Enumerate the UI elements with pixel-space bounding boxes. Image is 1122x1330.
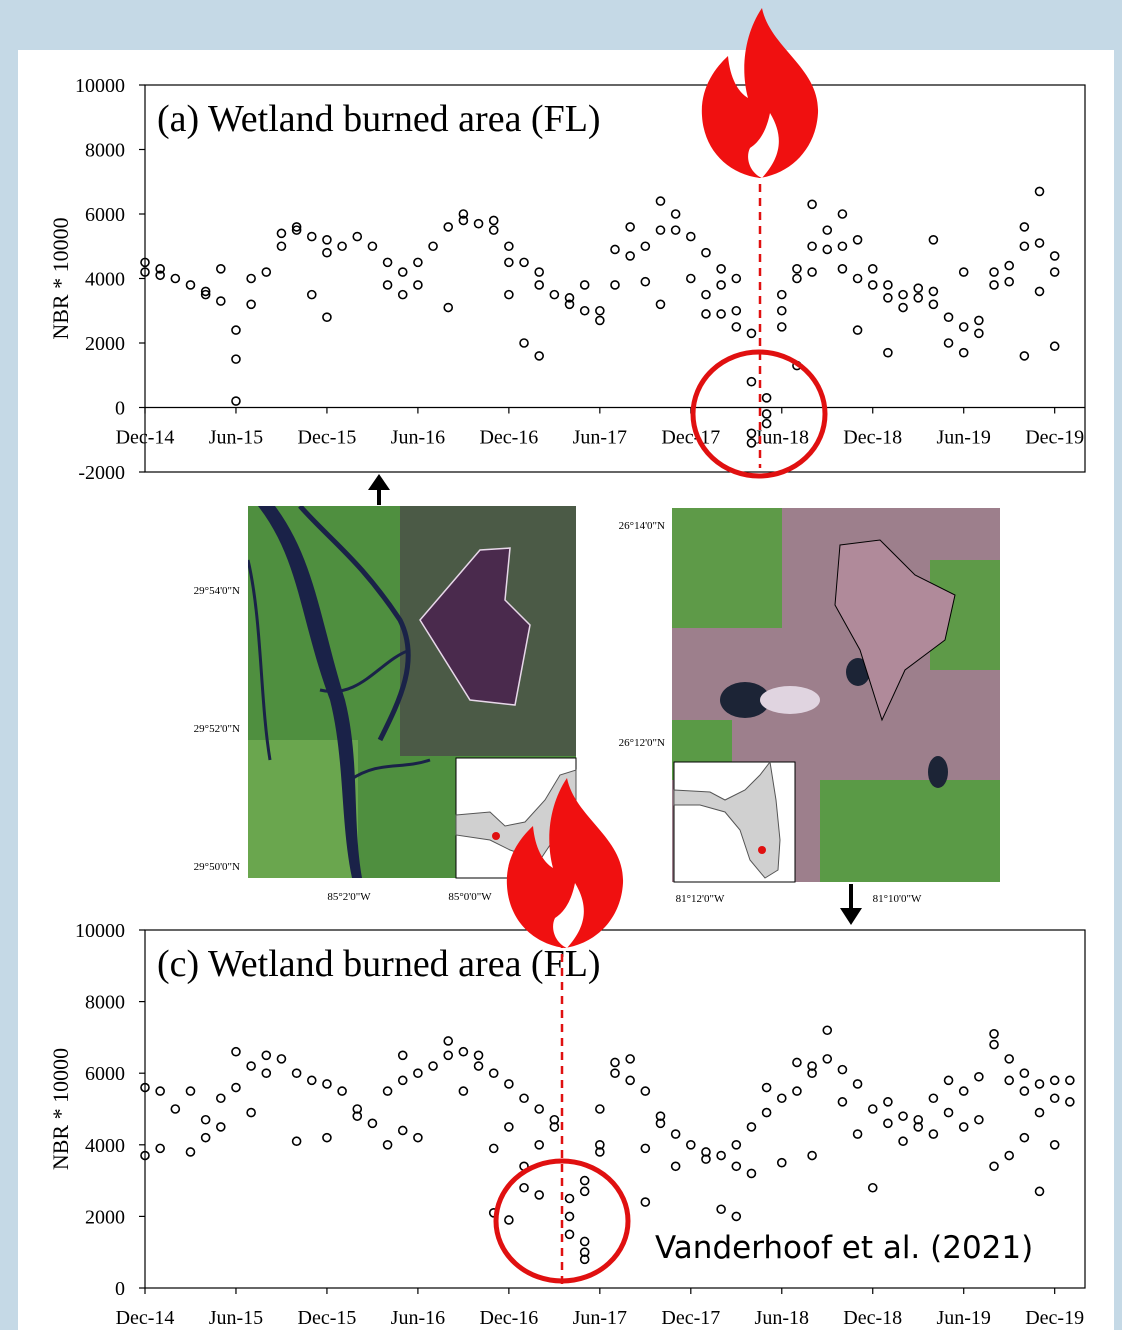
x-tick-label: Jun-19 [936,1307,990,1329]
lat-label: 26°12'0"N [619,737,665,749]
figure: 29°54'0"N 29°52'0"N 29°50'0"N 85°2'0"W 8… [0,0,1122,1330]
y-tick-label: 8000 [85,140,125,162]
lat-label: 29°52'0"N [194,723,240,735]
chart-title: (c) Wetland burned area (FL) [157,943,601,985]
x-tick-label: Jun-16 [391,1307,445,1329]
x-tick-label: Jun-15 [209,427,263,449]
y-tick-label: 8000 [85,992,125,1014]
credit: Vanderhoof et al. (2021) [655,1230,1033,1266]
y-tick-label: 0 [115,1278,125,1300]
lon-label: 85°0'0"W [448,891,492,903]
x-tick-label: Dec-18 [843,1307,902,1329]
x-tick-label: Jun-18 [755,1307,809,1329]
x-tick-label: Dec-18 [843,427,902,449]
x-tick-label: Jun-16 [391,427,445,449]
x-tick-label: Jun-19 [936,427,990,449]
x-tick-label: Jun-17 [573,427,627,449]
lon-label: 81°12'0"W [676,893,725,905]
y-axis-label: NBR * 10000 [48,1048,73,1170]
x-tick-label: Dec-16 [479,427,538,449]
lon-label: 81°10'0"W [873,893,922,905]
x-tick-label: Dec-16 [479,1307,538,1329]
x-tick-label: Dec-17 [661,427,720,449]
lon-label: 85°2'0"W [327,891,371,903]
y-tick-label: 0 [115,398,125,420]
x-tick-label: Dec-14 [116,1307,175,1329]
lat-label: 29°54'0"N [194,585,240,597]
y-tick-label: 6000 [85,1063,125,1085]
x-tick-label: Dec-17 [661,1307,720,1329]
y-axis-label: NBR * 10000 [48,217,73,339]
x-tick-label: Jun-15 [209,1307,263,1329]
x-tick-label: Dec-14 [116,427,175,449]
y-tick-label: 10000 [75,75,125,97]
x-tick-label: Dec-15 [298,1307,357,1329]
x-tick-label: Dec-19 [1025,427,1084,449]
lat-label: 29°50'0"N [194,861,240,873]
x-tick-label: Jun-17 [573,1307,627,1329]
y-tick-label: 10000 [75,920,125,942]
x-tick-label: Jun-18 [755,427,809,449]
left-map [248,506,576,878]
x-tick-label: Dec-19 [1025,1307,1084,1329]
y-tick-label: 4000 [85,269,125,291]
right-map [672,508,1000,882]
y-tick-label: 4000 [85,1135,125,1157]
lat-label: 26°14'0"N [619,520,665,532]
y-tick-label: 2000 [85,1206,125,1228]
y-tick-label: 2000 [85,333,125,355]
x-tick-label: Dec-15 [298,427,357,449]
chart-title: (a) Wetland burned area (FL) [157,98,601,140]
y-tick-label: -2000 [78,462,125,484]
y-tick-label: 6000 [85,204,125,226]
